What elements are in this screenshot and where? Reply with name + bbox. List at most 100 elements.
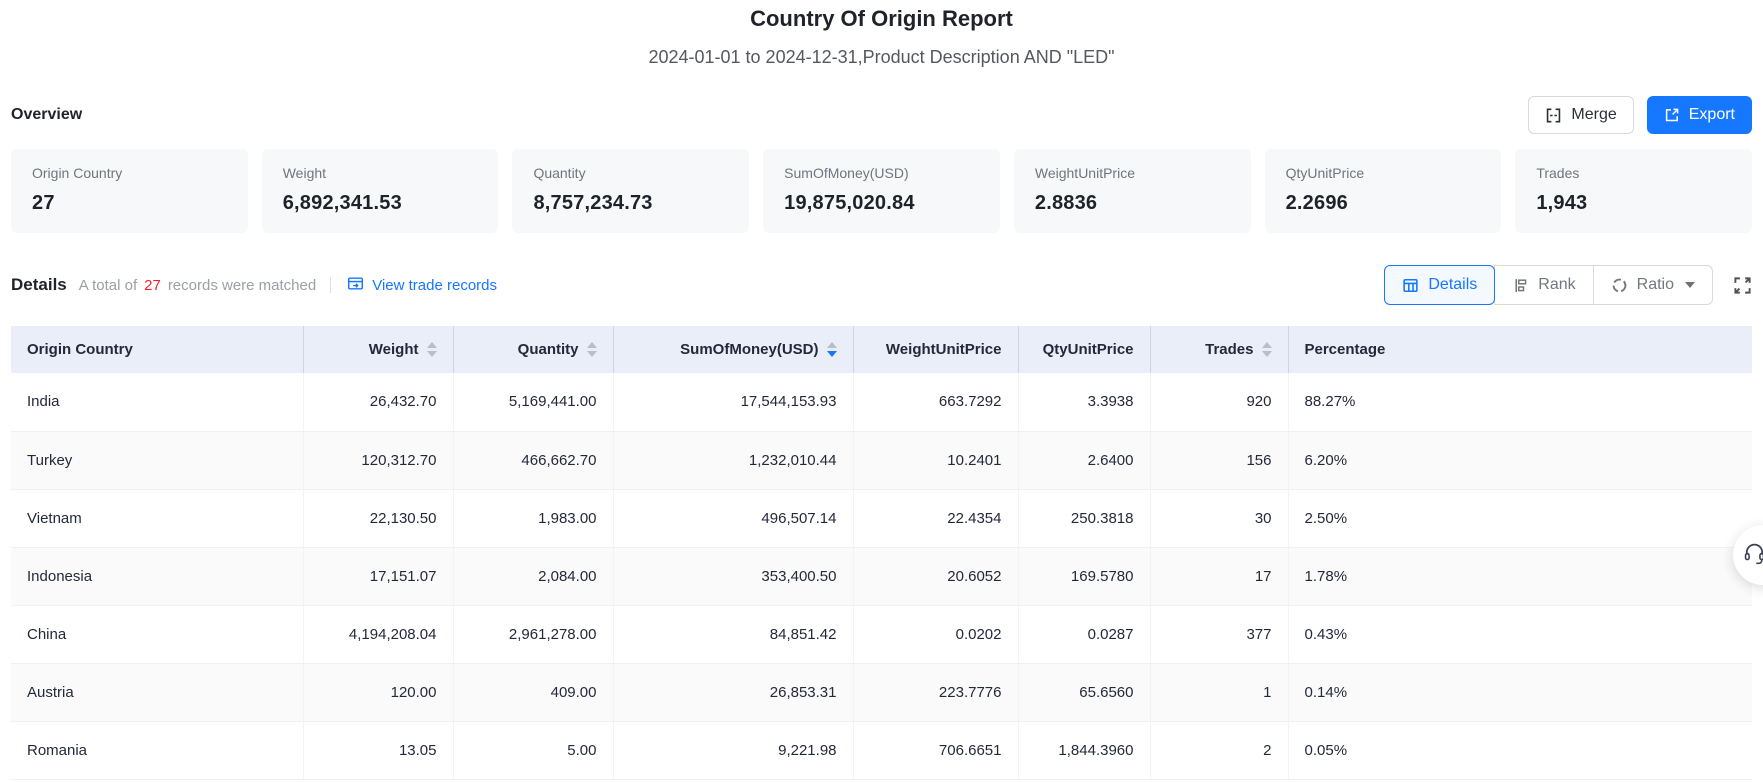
cell-quantity: 5.00 xyxy=(453,721,613,779)
merge-button-label: Merge xyxy=(1571,107,1616,123)
cell-qtyunitprice: 3.3938 xyxy=(1018,373,1150,431)
table-row-romania: Romania13.055.009,221.98706.66511,844.39… xyxy=(11,721,1752,779)
stat-value: 8,757,234.73 xyxy=(533,192,728,215)
cell-origin-country: Romania xyxy=(11,721,303,779)
stat-card-qty-unit-price: QtyUnitPrice 2.2696 xyxy=(1265,149,1502,233)
export-button[interactable]: Export xyxy=(1647,96,1752,134)
sort-carets-icon[interactable] xyxy=(1262,342,1272,357)
cell-quantity: 1,983.00 xyxy=(453,489,613,547)
cell-weightunitprice: 22.4354 xyxy=(853,489,1018,547)
cell-weight: 22,130.50 xyxy=(303,489,453,547)
overview-heading: Overview xyxy=(11,106,82,124)
view-mode-tab-group: Details Rank Ratio xyxy=(1384,265,1713,305)
sort-carets-icon[interactable] xyxy=(827,342,837,357)
cell-quantity: 2,961,278.00 xyxy=(453,605,613,663)
cell-weightunitprice: 223.7776 xyxy=(853,663,1018,721)
report-table: Origin Country Weight Quantity SumOfMoney(U… xyxy=(11,326,1752,780)
cell-sumofmoney-usd: 84,851.42 xyxy=(613,605,853,663)
cell-sumofmoney-usd: 496,507.14 xyxy=(613,489,853,547)
stat-value: 1,943 xyxy=(1536,192,1731,215)
cell-quantity: 5,169,441.00 xyxy=(453,373,613,431)
sort-carets-icon[interactable] xyxy=(427,342,437,357)
column-header-sumofmoney-usd[interactable]: SumOfMoney(USD) xyxy=(613,326,853,373)
column-label: SumOfMoney(USD) xyxy=(680,341,818,358)
fullscreen-icon[interactable] xyxy=(1733,276,1752,295)
stat-card-quantity: Quantity 8,757,234.73 xyxy=(512,149,749,233)
tab-rank[interactable]: Rank xyxy=(1494,265,1593,305)
cell-qtyunitprice: 2.6400 xyxy=(1018,431,1150,489)
cell-origin-country: Austria xyxy=(11,663,303,721)
column-label: Weight xyxy=(369,341,419,358)
cell-percentage: 2.50% xyxy=(1288,489,1752,547)
tab-details[interactable]: Details xyxy=(1384,265,1495,305)
cell-trades: 156 xyxy=(1150,431,1288,489)
cell-percentage: 6.20% xyxy=(1288,431,1752,489)
report-filter-subtitle: 2024-01-01 to 2024-12-31,Product Descrip… xyxy=(0,47,1763,68)
vertical-divider xyxy=(330,277,331,293)
stat-card-sum-of-money: SumOfMoney(USD) 19,875,020.84 xyxy=(763,149,1000,233)
stat-label: Weight xyxy=(283,165,478,181)
overview-toolbar: Overview Merge Export xyxy=(0,96,1763,134)
column-label: Percentage xyxy=(1305,341,1386,358)
export-button-label: Export xyxy=(1689,107,1735,123)
table-row-china: China4,194,208.042,961,278.0084,851.420.… xyxy=(11,605,1752,663)
cell-weightunitprice: 20.6052 xyxy=(853,547,1018,605)
stat-value: 2.8836 xyxy=(1035,192,1230,215)
toolbar-actions: Merge Export xyxy=(1528,96,1752,134)
column-header-trades[interactable]: Trades xyxy=(1150,326,1288,373)
stat-label: QtyUnitPrice xyxy=(1286,165,1481,181)
trade-records-icon xyxy=(347,275,364,296)
cell-weightunitprice: 663.7292 xyxy=(853,373,1018,431)
export-icon xyxy=(1664,107,1680,123)
merge-button[interactable]: Merge xyxy=(1528,96,1633,134)
table-row-austria: Austria120.00409.0026,853.31223.777665.6… xyxy=(11,663,1752,721)
tab-ratio-label: Ratio xyxy=(1637,276,1674,294)
table-row-vietnam: Vietnam22,130.501,983.00496,507.1422.435… xyxy=(11,489,1752,547)
column-header-weight[interactable]: Weight xyxy=(303,326,453,373)
stat-label: Trades xyxy=(1536,165,1731,181)
tab-ratio[interactable]: Ratio xyxy=(1593,265,1713,305)
cell-origin-country: Indonesia xyxy=(11,547,303,605)
table-head: Origin Country Weight Quantity SumOfMoney(U… xyxy=(11,326,1752,373)
cell-sumofmoney-usd: 26,853.31 xyxy=(613,663,853,721)
stat-card-weight-unit-price: WeightUnitPrice 2.8836 xyxy=(1014,149,1251,233)
table-row-india: India26,432.705,169,441.0017,544,153.936… xyxy=(11,373,1752,431)
tab-rank-label: Rank xyxy=(1538,276,1575,294)
column-label: QtyUnitPrice xyxy=(1043,341,1134,358)
cell-origin-country: India xyxy=(11,373,303,431)
cell-qtyunitprice: 65.6560 xyxy=(1018,663,1150,721)
chevron-down-icon xyxy=(1685,282,1695,288)
details-table-wrap: Origin Country Weight Quantity SumOfMoney(U… xyxy=(11,326,1752,780)
cell-qtyunitprice: 0.0287 xyxy=(1018,605,1150,663)
cell-origin-country: Turkey xyxy=(11,431,303,489)
cell-percentage: 0.14% xyxy=(1288,663,1752,721)
details-heading: Details xyxy=(11,275,67,295)
cell-origin-country: Vietnam xyxy=(11,489,303,547)
stat-card-trades: Trades 1,943 xyxy=(1515,149,1752,233)
records-matched-count: 27 xyxy=(144,277,161,294)
stat-value: 2.2696 xyxy=(1286,192,1481,215)
cell-weightunitprice: 0.0202 xyxy=(853,605,1018,663)
column-label: Trades xyxy=(1205,341,1253,358)
stat-card-origin-country: Origin Country 27 xyxy=(11,149,248,233)
cell-weight: 26,432.70 xyxy=(303,373,453,431)
column-label: Origin Country xyxy=(27,341,133,358)
view-trade-records-link[interactable]: View trade records xyxy=(347,275,497,296)
view-trade-records-label: View trade records xyxy=(372,277,497,294)
cell-quantity: 409.00 xyxy=(453,663,613,721)
headset-icon xyxy=(1742,540,1763,570)
column-header-quantity[interactable]: Quantity xyxy=(453,326,613,373)
overview-cards: Origin Country 27 Weight 6,892,341.53 Qu… xyxy=(0,149,1763,233)
cell-qtyunitprice: 169.5780 xyxy=(1018,547,1150,605)
cell-trades: 377 xyxy=(1150,605,1288,663)
cell-origin-country: China xyxy=(11,605,303,663)
cell-trades: 920 xyxy=(1150,373,1288,431)
details-bar: Details A total of27records were matched… xyxy=(0,265,1763,305)
stat-card-weight: Weight 6,892,341.53 xyxy=(262,149,499,233)
cell-weightunitprice: 10.2401 xyxy=(853,431,1018,489)
cell-percentage: 0.43% xyxy=(1288,605,1752,663)
sort-carets-icon[interactable] xyxy=(587,342,597,357)
cell-weight: 17,151.07 xyxy=(303,547,453,605)
column-header-percentage: Percentage xyxy=(1288,326,1752,373)
stat-label: Quantity xyxy=(533,165,728,181)
